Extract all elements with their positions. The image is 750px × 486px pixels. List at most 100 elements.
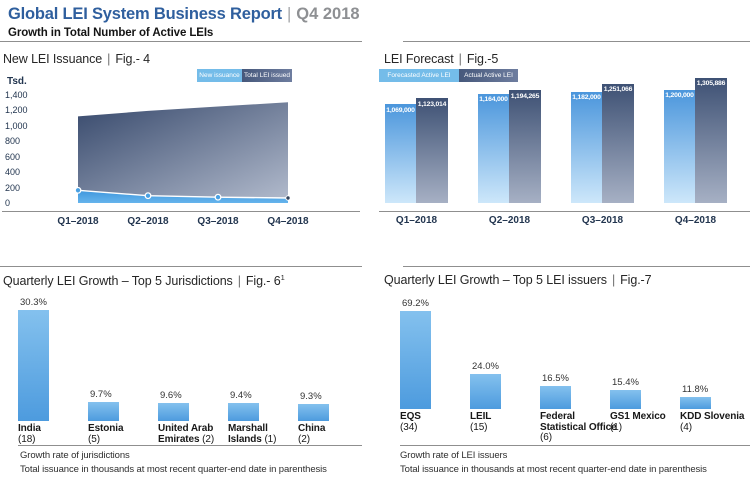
jurisdiction-bar-2 xyxy=(158,403,189,421)
legend-new-issuance: New issuance xyxy=(197,69,242,82)
jurisdiction-bar-4 xyxy=(298,404,329,421)
title-separator: | xyxy=(286,5,292,23)
fig6-figure-superscript: 1 xyxy=(280,273,285,282)
fig4-title-separator: | xyxy=(107,52,111,66)
jurisdiction-bar-3 xyxy=(228,403,259,421)
issuer-percent-label: 24.0% xyxy=(472,361,499,372)
fig6-footnote-1: Growth rate of jurisdictions xyxy=(20,450,130,461)
total-lei-issued-area xyxy=(78,102,288,198)
jurisdiction-percent-label: 9.6% xyxy=(160,390,182,401)
forecast-bar-1: 1,164,000 xyxy=(478,93,509,203)
issuer-percent-label: 15.4% xyxy=(612,377,639,388)
forecast-value-label: 1,200,000 xyxy=(665,92,694,99)
fig6-footnote-2: Total issuance in thousands at most rece… xyxy=(20,464,327,475)
actual-value-label: 1,194,265 xyxy=(510,92,540,100)
report-subtitle: Growth in Total Number of Active LEIs xyxy=(8,27,214,39)
actual-bar-0: 1,123,014 xyxy=(416,98,448,203)
fig4-y-tick: 200 xyxy=(5,182,21,193)
actual-bar-3: 1,305,886 xyxy=(695,77,727,203)
fig4-y-axis-title: Tsd. xyxy=(7,76,27,87)
legend-forecasted-active-lei: Forecasted Active LEI xyxy=(379,69,459,82)
legend-actual-active-lei: Actual Active LEI xyxy=(459,69,518,82)
fig7-footnote-1: Growth rate of LEI issuers xyxy=(400,450,508,461)
issuer-bar-4 xyxy=(680,397,711,409)
fig5-title-separator: | xyxy=(458,52,462,66)
new-issuance-area-chart xyxy=(74,102,291,203)
jurisdiction-category-label: United Arab Emirates (2) xyxy=(158,423,215,445)
fig4-y-tick: 400 xyxy=(5,167,21,178)
fig7-title-text: Quarterly LEI Growth – Top 5 LEI issuers xyxy=(384,273,607,287)
issuer-percent-label: 11.8% xyxy=(682,384,709,395)
fig4-y-tick: 600 xyxy=(5,151,21,162)
new-issuance-marker xyxy=(214,193,222,201)
fig5-x-label: Q3–2018 xyxy=(581,215,624,226)
jurisdiction-bar-0 xyxy=(18,310,49,421)
fig7-section-title: Quarterly LEI Growth – Top 5 LEI issuers… xyxy=(384,273,652,287)
new-issuance-line xyxy=(77,189,289,199)
jurisdiction-category-label: Estonia (5) xyxy=(88,423,124,445)
fig4-figure-label: Fig.- 4 xyxy=(115,52,151,66)
issuer-percent-label: 16.5% xyxy=(542,373,569,384)
actual-value-label: 1,123,014 xyxy=(417,100,447,108)
report-title: Global LEI System Business Report xyxy=(8,5,282,23)
issuer-bar-2 xyxy=(540,386,571,409)
fig4-y-tick: 1,200 xyxy=(5,105,28,116)
issuer-category-label: EQS (34) xyxy=(400,411,421,433)
issuer-bar-0 xyxy=(400,311,431,409)
jurisdiction-percent-label: 9.7% xyxy=(90,389,112,400)
jurisdiction-category-label: Marshall Islands (1) xyxy=(228,423,277,445)
report-header: Global LEI System Business Report | Q4 201… xyxy=(8,5,360,39)
fig5-section-title: LEI Forecast | Fig.-5 xyxy=(384,52,498,66)
top-divider-right xyxy=(403,41,750,43)
jurisdiction-category-label: China (2) xyxy=(298,423,326,445)
fig7-figure-label: Fig.-7 xyxy=(620,273,652,287)
issuer-category-label: GS1 Mexico (1) xyxy=(610,411,666,433)
report-period: Q4 2018 xyxy=(296,5,360,23)
fig5-x-label: Q2–2018 xyxy=(488,215,531,226)
issuer-category-label: LEIL (15) xyxy=(470,411,492,433)
issuer-bar-1 xyxy=(470,374,501,409)
fig7-footnote-2: Total issuance in thousands at most rece… xyxy=(400,464,707,475)
jurisdiction-percent-label: 30.3% xyxy=(20,297,47,308)
issuer-category-label: Federal Statistical Office (6) xyxy=(540,411,617,443)
forecast-bar-3: 1,200,000 xyxy=(664,89,695,203)
fig5-title-text: LEI Forecast xyxy=(384,52,454,66)
fig4-y-tick: 1,000 xyxy=(5,120,28,131)
fig6-figure-label: Fig.- 6 xyxy=(245,274,281,289)
bottom-divider-right xyxy=(400,445,750,447)
fig5-figure-label: Fig.-5 xyxy=(466,52,499,66)
fig4-x-label: Q4–2018 xyxy=(267,216,309,227)
new-issuance-marker xyxy=(74,186,82,194)
fig4-y-tick: 800 xyxy=(5,136,21,147)
fig7-title-separator: | xyxy=(611,273,616,287)
fig4-x-label: Q3–2018 xyxy=(197,216,239,227)
fig5-x-axis-line xyxy=(379,211,750,213)
actual-value-label: 1,251,066 xyxy=(603,86,633,94)
forecast-value-label: 1,069,000 xyxy=(386,106,415,114)
jurisdiction-bar-1 xyxy=(88,402,119,421)
fig6-title-text: Quarterly LEI Growth – Top 5 Jurisdictio… xyxy=(3,274,233,289)
forecast-value-label: 1,164,000 xyxy=(479,96,508,104)
issuer-bar-3 xyxy=(610,390,641,409)
fig4-section-title: New LEI Issuance | Fig.- 4 xyxy=(3,52,150,66)
jurisdiction-percent-label: 9.4% xyxy=(230,390,252,401)
forecast-bar-0: 1,069,000 xyxy=(385,104,416,203)
fig4-legend: New issuance Total LEI issued xyxy=(197,69,292,82)
forecast-bar-2: 1,182,000 xyxy=(571,91,602,203)
actual-bar-1: 1,194,265 xyxy=(509,90,541,203)
legend-total-lei-issued: Total LEI issued xyxy=(242,69,292,82)
fig4-title-text: New LEI Issuance xyxy=(3,52,103,66)
fig6-title-separator: | xyxy=(237,274,241,289)
jurisdiction-category-label: India (18) xyxy=(18,423,41,445)
fig4-x-axis-line xyxy=(2,211,360,213)
fig4-x-label: Q1–2018 xyxy=(57,216,99,227)
issuer-percent-label: 69.2% xyxy=(402,298,429,309)
actual-bar-2: 1,251,066 xyxy=(602,83,634,203)
fig4-y-tick: 0 xyxy=(5,198,11,208)
new-issuance-marker xyxy=(144,192,152,200)
fig5-legend: Forecasted Active LEI Actual Active LEI xyxy=(379,69,518,82)
fig5-x-label: Q4–2018 xyxy=(674,215,717,226)
top-divider-left xyxy=(0,41,362,43)
mid-divider-right xyxy=(403,266,750,268)
